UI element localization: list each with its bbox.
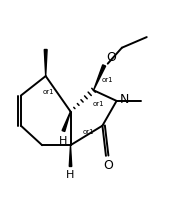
Text: H: H <box>59 136 68 146</box>
Text: O: O <box>103 159 113 172</box>
Polygon shape <box>94 65 106 90</box>
Text: or1: or1 <box>92 101 104 107</box>
Text: or1: or1 <box>102 77 114 83</box>
Text: or1: or1 <box>42 89 54 95</box>
Polygon shape <box>62 112 71 131</box>
Text: O: O <box>106 51 116 64</box>
Text: or1: or1 <box>82 129 94 135</box>
Text: H: H <box>66 170 75 180</box>
Polygon shape <box>44 49 47 76</box>
Text: N: N <box>120 93 129 106</box>
Polygon shape <box>69 145 72 166</box>
